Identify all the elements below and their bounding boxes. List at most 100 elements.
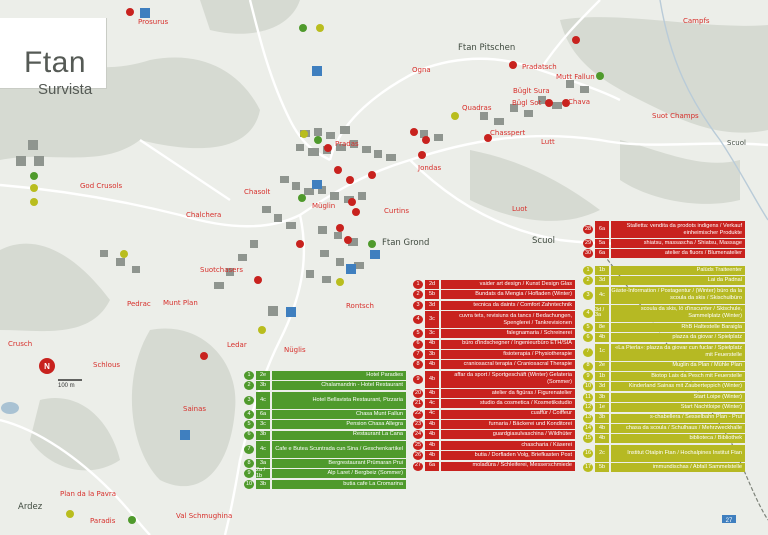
map-subtitle: Survista <box>38 81 93 98</box>
hotel-legend-row: 7 4c Cafe e Butea Scuntrada cun Sina / Ges… <box>244 441 406 458</box>
place-label: Suotchasers <box>200 266 243 274</box>
hotel-legend-number: 6 <box>244 430 254 440</box>
leisure-legend-label: chasa da scoula / Schulhaus / Mehrzweckh… <box>611 424 745 433</box>
hotel-legend-row: 10 3b butia cafe La Cromarina <box>244 479 406 489</box>
leisure-legend-label: Lai da Padnal <box>611 276 745 286</box>
shop-legend-row: 8 4b craniosacral terapia / Craniosacral T… <box>413 360 575 370</box>
leisure-legend-number: 17 <box>583 462 593 472</box>
leisure-legend-label: plazza da giovar / Spielplatz <box>611 333 745 343</box>
place-label: Ledar <box>227 341 247 349</box>
place-label: Scuol <box>532 236 556 246</box>
place-label: Schlous <box>93 361 121 369</box>
shop-legend-grid-code: 5a <box>595 239 609 248</box>
map-title: Ftan <box>24 46 87 79</box>
leisure-legend-grid-code: 4b <box>595 424 609 433</box>
leisure-legend-row: 12 1e Start Nachtloipe (Winter) <box>583 403 745 413</box>
leisure-legend-grid-code: 3d / 3a <box>595 304 609 322</box>
leisure-legend-number: 12 <box>583 403 593 413</box>
leisure-legend-row: 2 3d Lai da Padnal <box>583 276 745 286</box>
shop-legend-row: 20 4b atelier da figüras / Figurenatelier <box>413 388 575 398</box>
leisure-legend-number: 13 <box>583 413 593 423</box>
leisure-legend-number: 8 <box>583 361 593 371</box>
hotel-legend-label: Cafe e Butea Scuntrada cun Sina / Gesche… <box>272 441 406 458</box>
leisure-legend-row: 8 2e Muglin da Plan / Mühle Plan <box>583 361 745 371</box>
place-label: Chava <box>568 98 591 106</box>
shop-legend-label: fisioterapia / Physiotherapie <box>441 350 575 359</box>
shop-legend-grid-code: 4b <box>425 440 439 450</box>
leisure-legend-grid-code: 4b <box>595 333 609 343</box>
leisure-legend-row: 3 4c Gäste-Information / Postagentur / (Wi… <box>583 286 745 304</box>
shop-legend-number: 1 <box>413 280 423 289</box>
shop-legend-grid-code: 4b <box>425 360 439 370</box>
shop-legend-grid-code: 6a <box>425 461 439 471</box>
shop-legend-row: 23 4b furnaria / Bäckerei und Konditorei <box>413 420 575 429</box>
shop-legend-row: 4 3c cuvra tets, revisiuns da tancs / Beda… <box>413 311 575 329</box>
hotel-legend-grid-code: 3c <box>256 420 270 430</box>
leisure-legend-number: 7 <box>583 347 593 357</box>
hotel-legend-row: 1 2e Hotel Paradies <box>244 371 406 380</box>
shop-legend-row: 7 3b fisioterapia / Physiotherapie <box>413 350 575 359</box>
leisure-legend-grid-code: 3b <box>595 413 609 423</box>
place-label: Nüglis <box>284 346 306 354</box>
hotel-legend-grid-code: 4c <box>256 391 270 409</box>
leisure-legend-number: 16 <box>583 448 593 458</box>
leisure-legend-label: «La Pierla»: plazza da giovar cun fuclar… <box>611 343 745 361</box>
place-label: Ardez <box>18 502 43 512</box>
leisure-legend-grid-code: 3d <box>595 382 609 392</box>
place-label: Paradis <box>90 517 116 525</box>
hotel-legend-label: Hotel Bellavista Restaurant, Pizzaria <box>272 391 406 409</box>
leisure-legend-number: 5 <box>583 322 593 332</box>
shop-legend-number: 22 <box>413 409 423 419</box>
shop-legend-row: 28 6a Stalletta: vendita da prodots indige… <box>583 221 745 238</box>
shop-legend-row: 24 4b guardgiasulvaschina / Wildhüter <box>413 430 575 440</box>
place-label: Ftan Grond <box>382 238 430 248</box>
hotel-legend-number: 8 <box>244 459 254 468</box>
shop-legend-grid-code: 6a <box>595 249 609 259</box>
shop-legend-number: 3 <box>413 300 423 310</box>
north-arrow-icon: N <box>39 358 55 374</box>
leisure-legend-label: Kinderland Sainas mit Zauberteppich (Win… <box>611 382 745 392</box>
shop-legend-label: studio da cosmetica / Kosmetikstudio <box>441 399 575 409</box>
place-label: Scuol <box>727 139 746 147</box>
leisure-legend-row: 15 4b biblioteca / Bibliothek <box>583 434 745 444</box>
shop-legend-label: atelier da figüras / Figurenatelier <box>441 388 575 398</box>
shop-legend-row: 25 4b chascharia / Käserei <box>413 440 575 450</box>
shop-legend-number: 9 <box>413 374 423 384</box>
hotel-legend-number: 2 <box>244 381 254 391</box>
leisure-legend-grid-code: 3d <box>595 276 609 286</box>
shop-legend-label: büro d'indschegner / Ingenieurbüro ETH/S… <box>441 339 575 349</box>
hotel-legend-label: Pension Chasa Allegra <box>272 420 406 430</box>
place-label: Mutt Fallun <box>556 73 595 81</box>
hotel-legend-number: 1 <box>244 371 254 380</box>
hotel-legend-grid-code: 4c <box>256 441 270 458</box>
shop-legend-label: atelier da fluors / Blumenatelier <box>611 249 745 259</box>
leisure-legend-number: 3 <box>583 290 593 300</box>
shop-legend-number: 23 <box>413 420 423 429</box>
place-label: Chasspert <box>490 129 526 137</box>
hotel-legend-row: 5 3c Pension Chasa Allegra <box>244 420 406 430</box>
forest-areas <box>0 0 768 487</box>
leisure-legend-number: 10 <box>583 382 593 392</box>
leisure-legend-label: Institut Otalpin Ftan / Hochalpines Inst… <box>611 444 745 462</box>
shop-legend-number: 25 <box>413 440 423 450</box>
hotel-legend-row: 3 4c Hotel Bellavista Restaurant, Pizzaria <box>244 391 406 409</box>
shop-legend-row: 5 3c falegnamaria / Schreinerei <box>413 329 575 339</box>
shop-legend-row: 1 2d vaider art design / Kunst Design Glas <box>413 280 575 289</box>
hotel-legend-row: 8 3a Bergrestaurant Prümaran Prui <box>244 459 406 468</box>
shop-legend-number: 28 <box>583 225 593 234</box>
leisure-legend-grid-code: 2e <box>595 361 609 371</box>
leisure-legend-row: 10 3d Kinderland Sainas mit Zauberteppich … <box>583 382 745 392</box>
shop-legend-row: 21 4c studio da cosmetica / Kosmetikstudio <box>413 399 575 409</box>
leisure-legend-row: 13 3b s-chabellera / Sesselbahn Plan - Pru… <box>583 413 745 423</box>
shop-legend-label: cuaffür / Coiffeur <box>441 409 575 419</box>
shop-legend-grid-code: 4b <box>425 420 439 429</box>
place-label: Campfs <box>683 17 710 25</box>
road-number: 27 <box>726 518 733 524</box>
shop-legend-grid-code: 4b <box>425 388 439 398</box>
leisure-legend-row: 1 1b Palüds Traiteenter <box>583 266 745 275</box>
leisure-legend-grid-code: 4c <box>595 286 609 304</box>
hotel-legend-grid-code: 6a <box>256 409 270 419</box>
leisure-legend-number: 1 <box>583 266 593 275</box>
place-label: Büglt Sura <box>513 87 550 95</box>
leisure-legend-label: Biotop Lais da Pesch mit Feuerstelle <box>611 372 745 381</box>
